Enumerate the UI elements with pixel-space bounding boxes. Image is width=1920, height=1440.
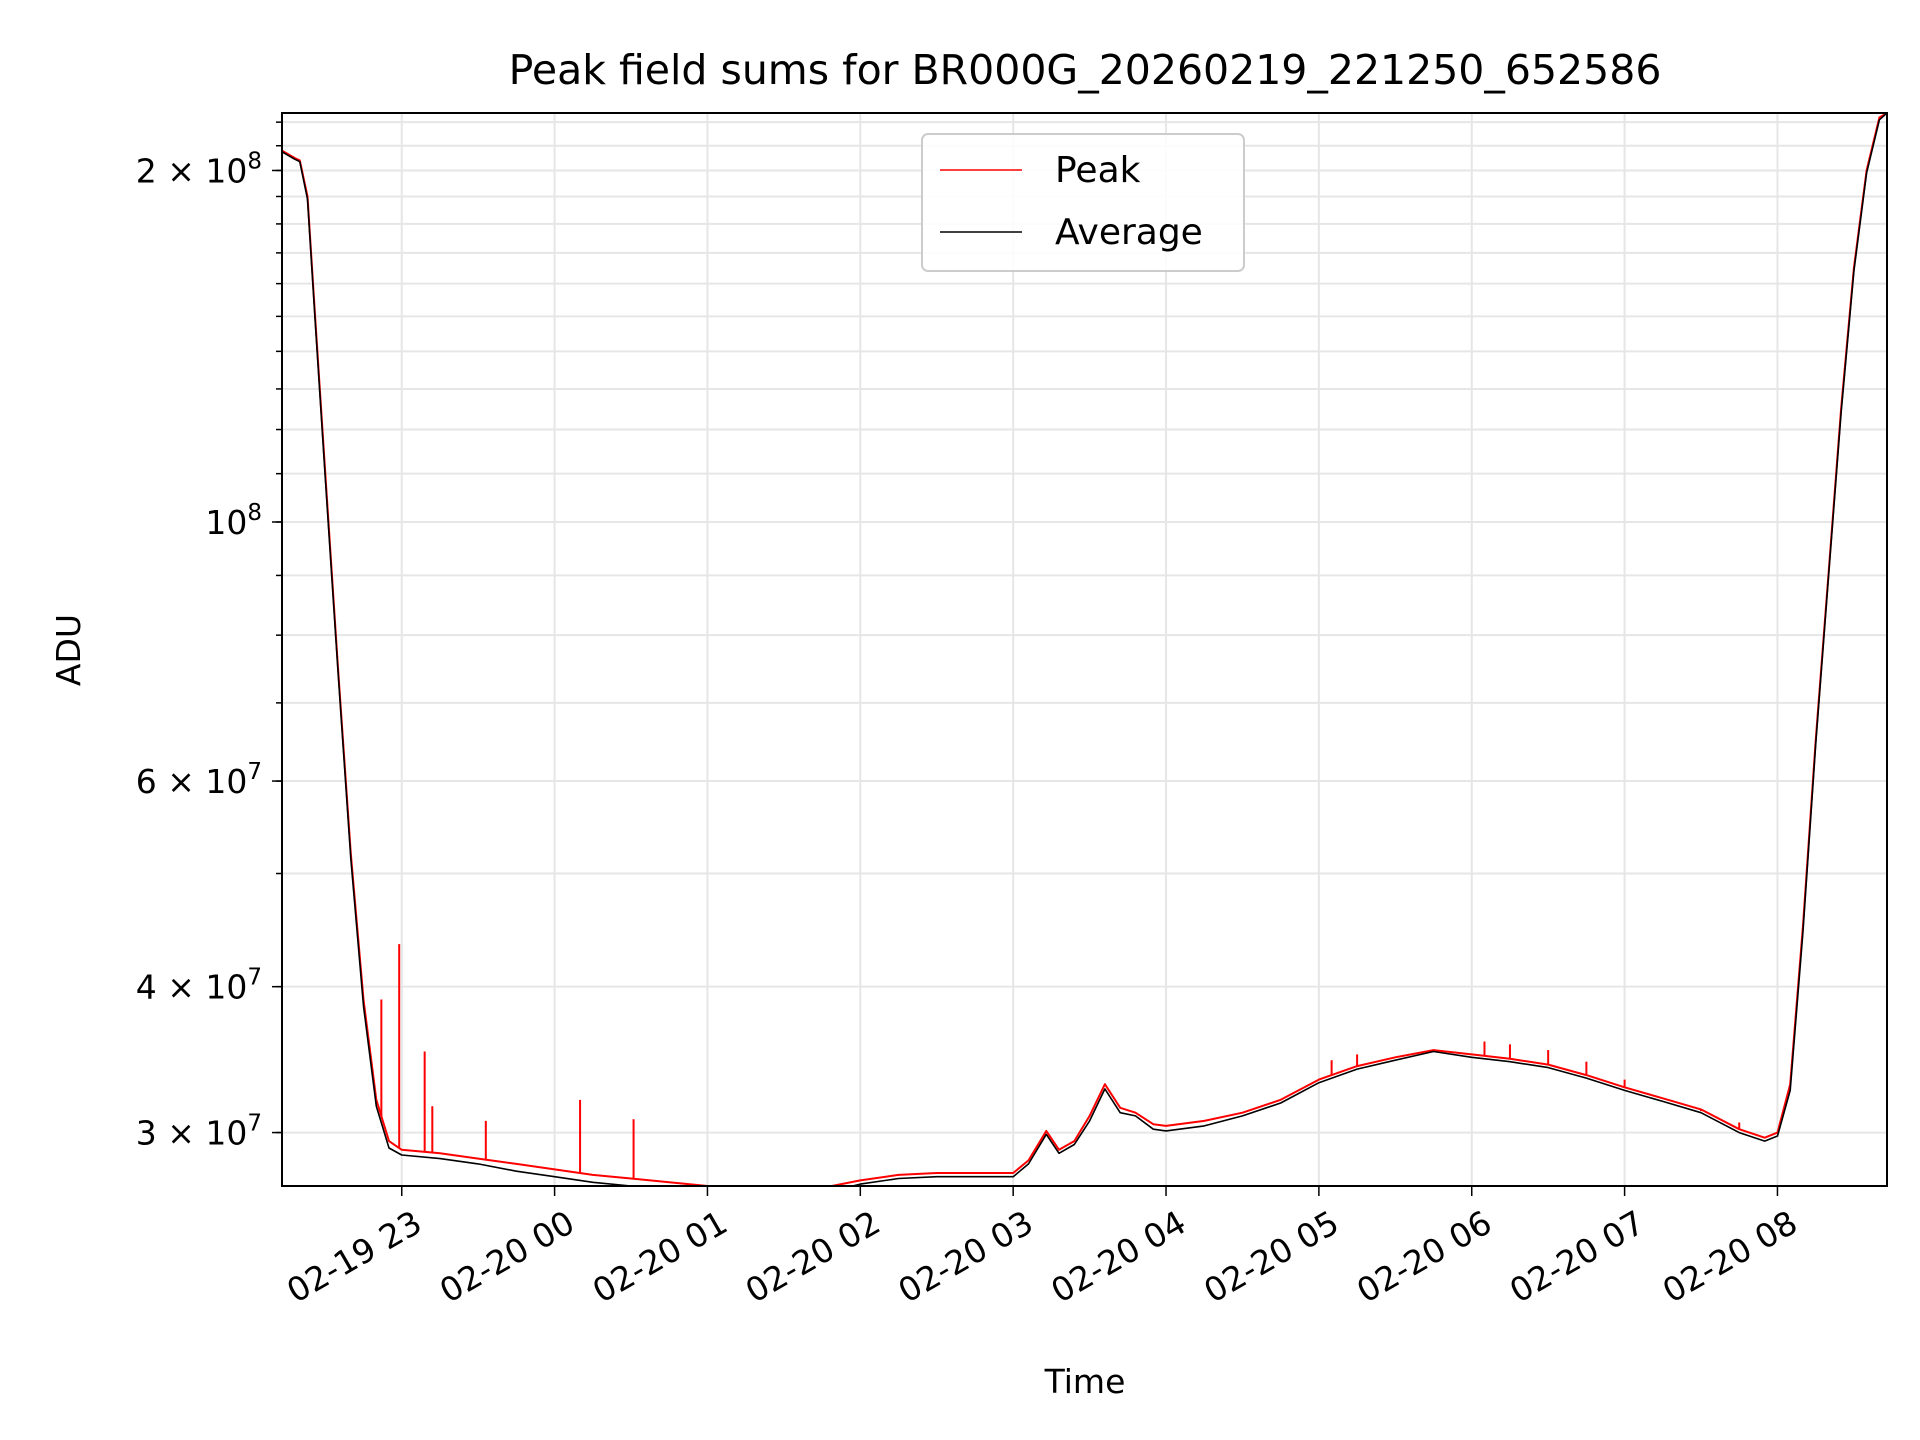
legend-label-average: Average [1055,212,1203,253]
chart-title: Peak field sums for BR000G_20260219_2212… [509,46,1662,94]
y-tick-label: 3 × 107 [136,1111,262,1153]
y-tick-label: 2 × 108 [136,148,262,190]
series-line-average [282,113,1887,1186]
y-tick-label: 4 × 107 [136,965,262,1007]
y-axis: 3 × 107 4 × 107 6 × 107 108 2 × 108 [136,121,282,1153]
legend-label-peak: Peak [1055,150,1141,191]
y-tick-label: 108 [205,500,262,542]
plot-lines [282,113,1887,1186]
x-axis-title: Time [1044,1362,1126,1401]
legend: Peak Average [921,133,1245,272]
legend-box [921,133,1245,272]
plot-frame [281,112,1888,1187]
y-tick-label: 6 × 107 [136,759,262,801]
y-axis-title: ADU [49,614,88,686]
series-line-peak [282,113,1887,1186]
